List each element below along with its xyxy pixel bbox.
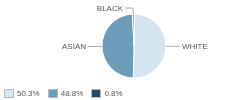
svg-text:WHITE: WHITE	[182, 42, 208, 51]
html-text:0.8%: 0.8%	[104, 89, 123, 98]
svg-text:ASIAN: ASIAN	[62, 42, 86, 51]
svg-text:BLACK: BLACK	[97, 4, 124, 13]
html-text:48.8%: 48.8%	[60, 89, 84, 98]
html-text:50.3%: 50.3%	[17, 89, 40, 98]
